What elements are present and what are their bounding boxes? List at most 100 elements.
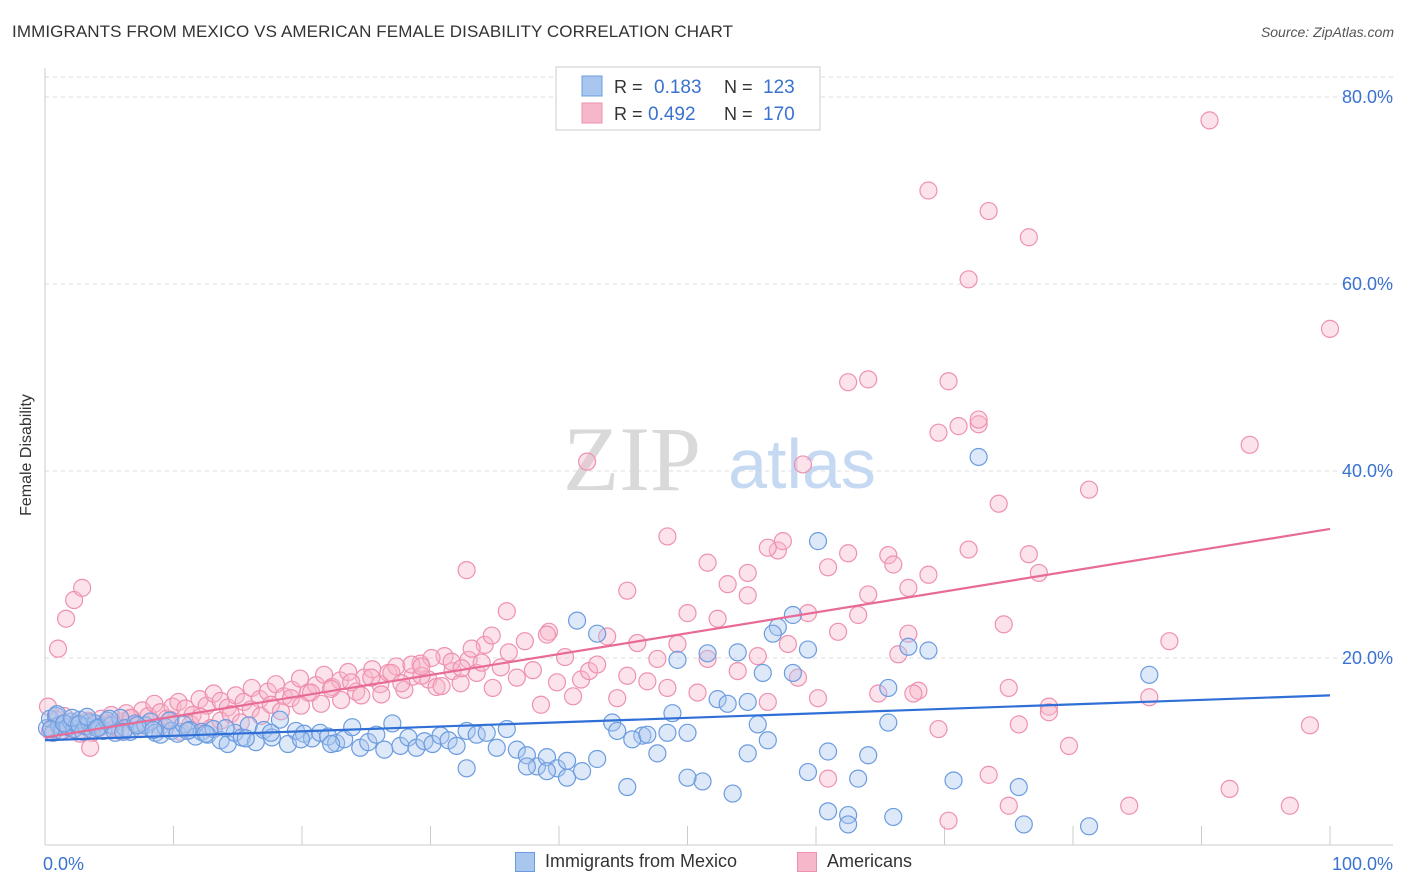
data-point — [879, 713, 898, 732]
data-point — [708, 690, 727, 709]
data-point — [1019, 228, 1038, 247]
data-point — [849, 605, 868, 625]
data-point — [100, 709, 119, 728]
data-point — [190, 690, 209, 709]
data-point — [507, 740, 526, 759]
data-point — [658, 678, 677, 698]
data-point — [160, 711, 179, 730]
data-point — [311, 694, 331, 713]
data-point — [698, 649, 717, 669]
data-point — [753, 663, 772, 683]
data-point — [798, 762, 818, 782]
data-point — [879, 546, 898, 565]
data-point — [517, 757, 536, 776]
data-point — [738, 692, 757, 712]
data-point — [608, 721, 627, 741]
data-point — [290, 669, 310, 688]
legend-r-value: 0.183 — [654, 77, 702, 98]
data-point — [598, 627, 617, 646]
data-point — [929, 423, 948, 442]
legend-r-value: 0.492 — [648, 104, 696, 125]
data-point — [969, 415, 988, 434]
data-point — [451, 674, 470, 693]
data-point — [839, 815, 858, 834]
data-point — [718, 575, 737, 594]
data-point — [969, 447, 988, 467]
data-point — [678, 723, 697, 742]
data-point — [859, 746, 878, 765]
data-point — [1019, 545, 1038, 564]
data-point — [537, 625, 557, 644]
data-point — [432, 676, 451, 696]
trend-line-americans — [44, 527, 1331, 739]
data-point — [1200, 111, 1219, 130]
data-point — [648, 744, 667, 763]
data-point — [818, 558, 838, 577]
data-point — [47, 704, 67, 724]
data-point — [929, 719, 948, 739]
legend-swatch-americans — [797, 851, 817, 872]
data-point — [618, 666, 637, 685]
data-point — [1009, 715, 1028, 734]
data-point — [1079, 480, 1099, 499]
data-point — [728, 643, 747, 662]
data-point — [994, 615, 1013, 634]
data-point — [849, 769, 868, 788]
data-point — [1220, 779, 1239, 799]
legend-swatch-pink — [581, 102, 603, 124]
data-point — [322, 734, 341, 754]
data-point — [144, 720, 163, 740]
data-point — [999, 796, 1018, 815]
data-point — [688, 683, 707, 702]
legend-n-label: N = — [724, 104, 753, 124]
data-point — [763, 624, 782, 643]
data-point — [48, 639, 68, 658]
trend-line-mexico — [44, 694, 1331, 742]
data-point — [477, 723, 496, 742]
legend-r-label: R = — [614, 104, 643, 124]
data-point — [216, 719, 235, 738]
data-point — [909, 681, 928, 700]
data-point — [859, 585, 878, 604]
data-point — [758, 731, 777, 750]
data-point — [1039, 703, 1059, 722]
data-point — [758, 538, 777, 557]
data-point — [979, 201, 998, 221]
data-point — [412, 657, 431, 676]
legend-swatch-blue — [581, 75, 603, 97]
data-point — [457, 759, 476, 778]
data-point — [1140, 665, 1159, 684]
data-point — [808, 689, 828, 708]
data-point — [798, 640, 818, 659]
data-point — [738, 744, 757, 763]
data-point — [658, 527, 677, 546]
legend-item-mexico: Immigrants from Mexico — [515, 851, 737, 872]
legend-label-americans: Americans — [827, 851, 913, 871]
data-point — [778, 634, 797, 654]
data-point — [818, 802, 838, 821]
data-point — [939, 372, 958, 391]
data-point — [693, 772, 712, 791]
tick-labels: 20.0% 40.0% 60.0% 80.0% 0.0% 100.0% — [43, 87, 1393, 874]
data-point — [372, 685, 391, 704]
data-point — [899, 637, 918, 656]
data-point — [56, 609, 76, 628]
data-point — [442, 652, 461, 671]
bottom-legend: Immigrants from Mexico Americans — [0, 851, 1406, 879]
data-point — [1079, 817, 1099, 836]
data-point — [783, 663, 803, 683]
data-point — [919, 181, 938, 200]
data-point — [168, 724, 187, 743]
data-point — [531, 695, 551, 714]
data-point — [507, 668, 526, 687]
data-point — [1140, 688, 1159, 707]
data-point — [352, 686, 371, 705]
data-point — [618, 777, 637, 797]
legend-n-value: 170 — [763, 104, 795, 125]
x-tick-label: 0.0% — [43, 854, 84, 874]
data-point — [939, 811, 958, 830]
data-point — [1029, 563, 1048, 583]
y-tick-label: 20.0% — [1342, 648, 1393, 668]
data-point — [291, 730, 311, 749]
data-point — [178, 721, 197, 741]
